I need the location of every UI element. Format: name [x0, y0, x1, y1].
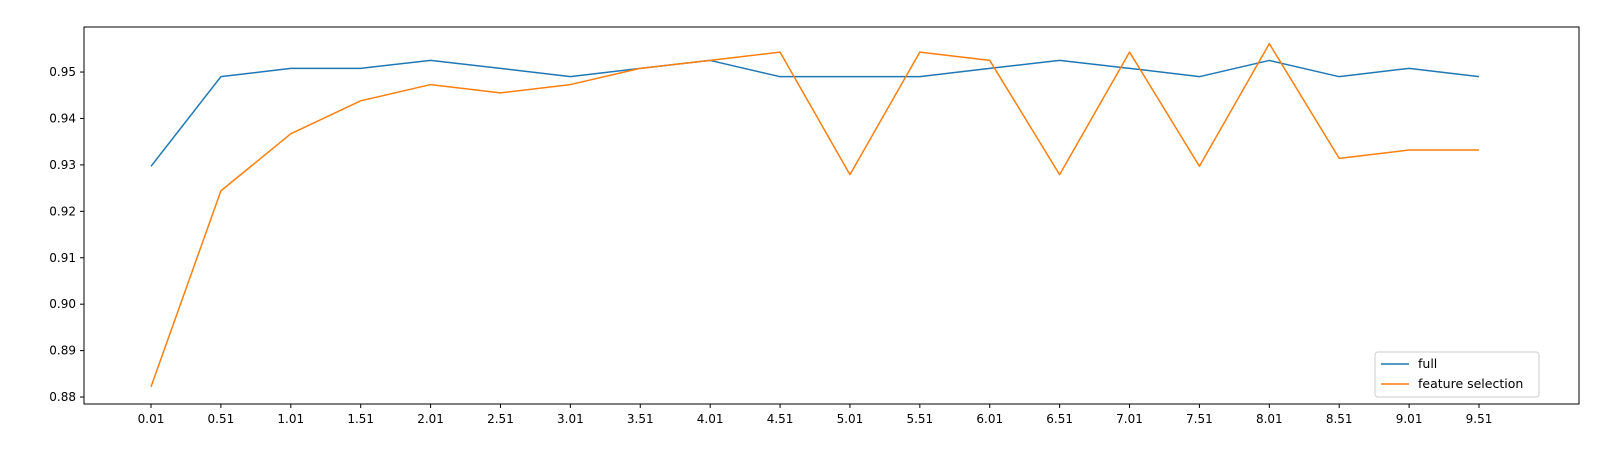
plot-frame [83, 26, 1580, 405]
x-tick-label: 9.01 [1396, 412, 1423, 426]
x-tick-label: 8.01 [1256, 412, 1283, 426]
x-tick-label: 8.51 [1326, 412, 1353, 426]
legend-label: feature selection [1418, 376, 1523, 391]
y-tick-label: 0.91 [49, 251, 76, 265]
legend-label: full [1418, 356, 1437, 371]
y-tick-label: 0.89 [49, 344, 76, 358]
x-tick-label: 4.51 [767, 412, 794, 426]
legend: full feature selection [1374, 351, 1540, 398]
x-tick-label: 4.01 [697, 412, 724, 426]
x-tick-label: 7.01 [1116, 412, 1143, 426]
y-tick-label: 0.93 [49, 158, 76, 172]
x-tick-label: 1.01 [277, 412, 304, 426]
x-tick-label: 0.51 [208, 412, 235, 426]
x-tick-label: 1.51 [347, 412, 374, 426]
legend-box [1374, 351, 1540, 398]
x-axis: 0.01 0.51 1.01 1.51 2.01 2.51 3.01 3.51 4.01 4.51… [138, 404, 1493, 426]
series-layer [150, 42, 1480, 388]
x-tick-label: 9.51 [1466, 412, 1493, 426]
y-tick-label: 0.90 [49, 297, 76, 311]
y-axis: 0.88 0.89 0.90 0.91 0.92 0.93 0.94 0.95 [49, 65, 84, 404]
y-tick-label: 0.88 [49, 390, 76, 404]
x-tick-label: 2.01 [417, 412, 444, 426]
x-tick-label: 0.01 [138, 412, 165, 426]
x-tick-label: 3.51 [627, 412, 654, 426]
series-line-feature-selection [150, 42, 1479, 388]
x-tick-label: 5.51 [906, 412, 933, 426]
y-tick-label: 0.95 [49, 65, 76, 79]
x-tick-label: 2.51 [487, 412, 514, 426]
x-tick-label: 6.51 [1046, 412, 1073, 426]
y-tick-label: 0.92 [49, 204, 76, 218]
x-tick-label: 5.01 [837, 412, 864, 426]
x-tick-label: 3.01 [557, 412, 584, 426]
x-tick-label: 7.51 [1186, 412, 1213, 426]
x-tick-label: 6.01 [976, 412, 1003, 426]
y-tick-label: 0.94 [49, 111, 76, 125]
